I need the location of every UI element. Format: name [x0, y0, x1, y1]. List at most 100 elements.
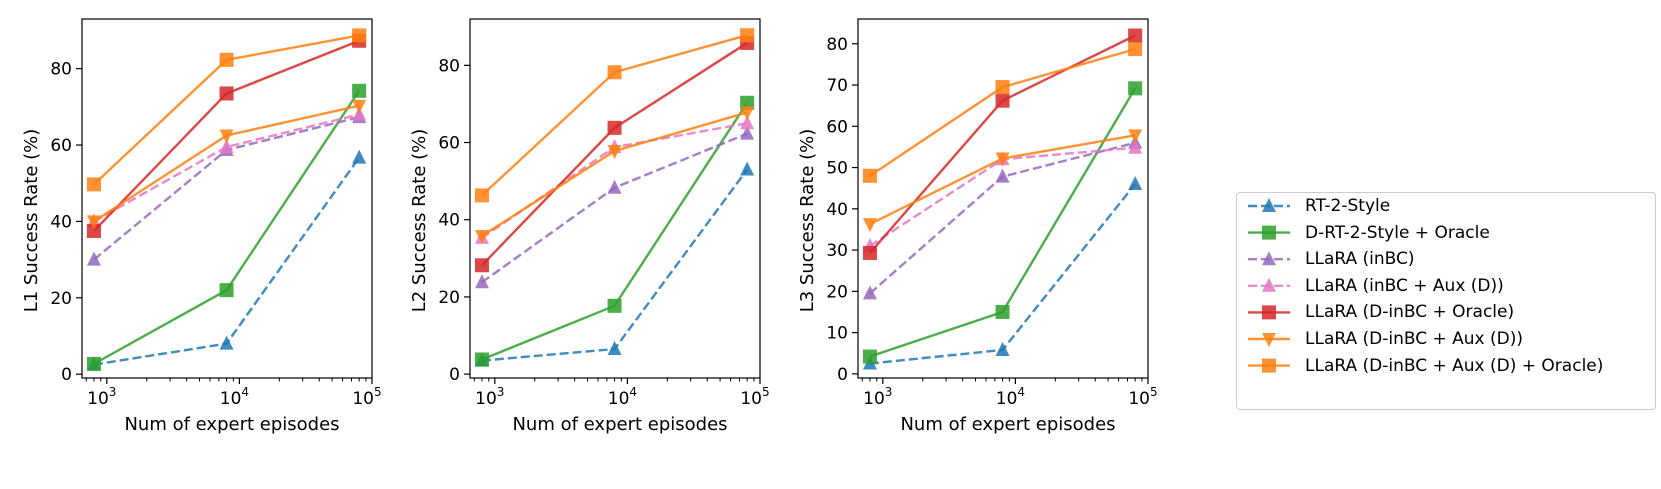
- y-tick-label: 60: [438, 134, 460, 154]
- legend-entry-swatch: [1248, 333, 1290, 347]
- legend-marker: [1262, 333, 1276, 347]
- y-tick-label: 20: [826, 282, 848, 302]
- x-tick-label: 105: [352, 385, 381, 409]
- x-tick-label: 105: [1128, 385, 1157, 409]
- data-point: [474, 274, 489, 289]
- y-tick-label: 70: [826, 76, 848, 96]
- legend: RT-2-Style D-RT-2-Style + Oracle LLaRA (in…: [1236, 192, 1656, 410]
- legend-marker: [1262, 277, 1276, 292]
- data-point: [474, 188, 489, 203]
- data-point: [862, 285, 877, 300]
- data-point: [1128, 42, 1143, 57]
- x-tick-label: 103: [475, 385, 504, 409]
- x-tick-label: 103: [87, 385, 116, 409]
- data-point: [219, 129, 234, 144]
- legend-marker: [1262, 198, 1276, 212]
- series-line: [869, 183, 1137, 365]
- legend-label: LLaRA (D-inBC + Oracle): [1305, 302, 1515, 323]
- data-point: [86, 223, 101, 238]
- y-axis-label: L2 Success Rate (%): [409, 129, 430, 313]
- legend-entry-swatch: [1248, 198, 1290, 212]
- data-point: [219, 283, 234, 298]
- legend-label: LLaRA (inBC): [1305, 249, 1415, 270]
- data-point: [740, 28, 755, 43]
- series-6: [862, 129, 1143, 233]
- data-point: [995, 93, 1010, 108]
- data-point: [862, 218, 877, 233]
- data-point: [995, 80, 1010, 95]
- series-7: [474, 28, 755, 203]
- y-tick-label: 40: [438, 211, 460, 231]
- y-tick-label: 40: [826, 200, 848, 220]
- series-7: [862, 42, 1143, 183]
- data-point: [474, 229, 489, 244]
- y-tick-label: 50: [826, 159, 848, 179]
- y-tick-label: 60: [826, 117, 848, 137]
- data-point: [86, 251, 101, 266]
- data-point: [607, 341, 622, 356]
- legend-label: D-RT-2-Style + Oracle: [1305, 222, 1490, 243]
- legend-marker: [1262, 225, 1276, 240]
- x-tick-label: 104: [220, 385, 249, 409]
- data-point: [995, 304, 1010, 319]
- x-tick-label: 103: [863, 385, 892, 409]
- series-2: [862, 81, 1143, 364]
- legend-entry-swatch: [1248, 277, 1290, 292]
- series-5: [862, 28, 1143, 260]
- y-tick-label: 0: [449, 365, 460, 385]
- y-axis-label: L3 Success Rate (%): [797, 129, 818, 313]
- series-7: [86, 28, 367, 192]
- y-tick-label: 60: [50, 136, 72, 156]
- data-point: [352, 149, 367, 164]
- data-point: [352, 83, 367, 98]
- y-tick-label: 80: [826, 35, 848, 55]
- x-tick-label: 104: [608, 385, 637, 409]
- series-1: [862, 176, 1143, 370]
- data-point: [219, 52, 234, 67]
- data-point: [995, 152, 1010, 167]
- data-point: [1128, 28, 1143, 43]
- data-point: [86, 177, 101, 192]
- data-point: [1128, 176, 1143, 191]
- series-2: [474, 95, 755, 367]
- data-point: [995, 168, 1010, 183]
- series-6: [86, 99, 367, 230]
- data-point: [862, 245, 877, 260]
- data-point: [219, 138, 234, 153]
- data-point: [1128, 81, 1143, 96]
- x-tick-label: 105: [740, 385, 769, 409]
- legend-marker: [1262, 251, 1276, 266]
- data-point: [607, 120, 622, 135]
- y-tick-label: 20: [50, 289, 72, 309]
- data-point: [995, 341, 1010, 356]
- legend-entry-swatch: [1248, 225, 1290, 240]
- y-axis-label: L1 Success Rate (%): [21, 129, 42, 313]
- data-point: [1128, 129, 1143, 144]
- data-point: [862, 168, 877, 183]
- legend-marker: [1262, 305, 1276, 320]
- legend-label: LLaRA (D-inBC + Aux (D)): [1305, 329, 1524, 349]
- data-point: [740, 161, 755, 176]
- data-point: [862, 349, 877, 364]
- data-point: [740, 106, 755, 121]
- y-tick-label: 80: [438, 56, 460, 76]
- series-line: [481, 34, 748, 197]
- legend-label: LLaRA (D-inBC + Aux (D) + Oracle): [1305, 355, 1604, 376]
- series-3: [474, 125, 755, 289]
- data-point: [607, 145, 622, 160]
- legend-marker: [1262, 358, 1276, 373]
- x-axis-label: Num of expert episodes: [900, 414, 1115, 435]
- data-point: [1128, 139, 1143, 154]
- legend-label: RT-2-Style: [1305, 196, 1391, 216]
- x-tick-label: 104: [996, 385, 1025, 409]
- y-tick-label: 10: [826, 324, 848, 344]
- data-point: [219, 86, 234, 101]
- x-axis-label: Num of expert episodes: [124, 414, 339, 435]
- legend-markers: [1248, 198, 1290, 373]
- chart-panel-1: 0 20 40 60 80 103 104 105 Num of expert episodes…: [21, 18, 382, 435]
- plot-frame: [857, 18, 1149, 379]
- series-line: [481, 168, 749, 362]
- y-tick-label: 0: [837, 365, 848, 385]
